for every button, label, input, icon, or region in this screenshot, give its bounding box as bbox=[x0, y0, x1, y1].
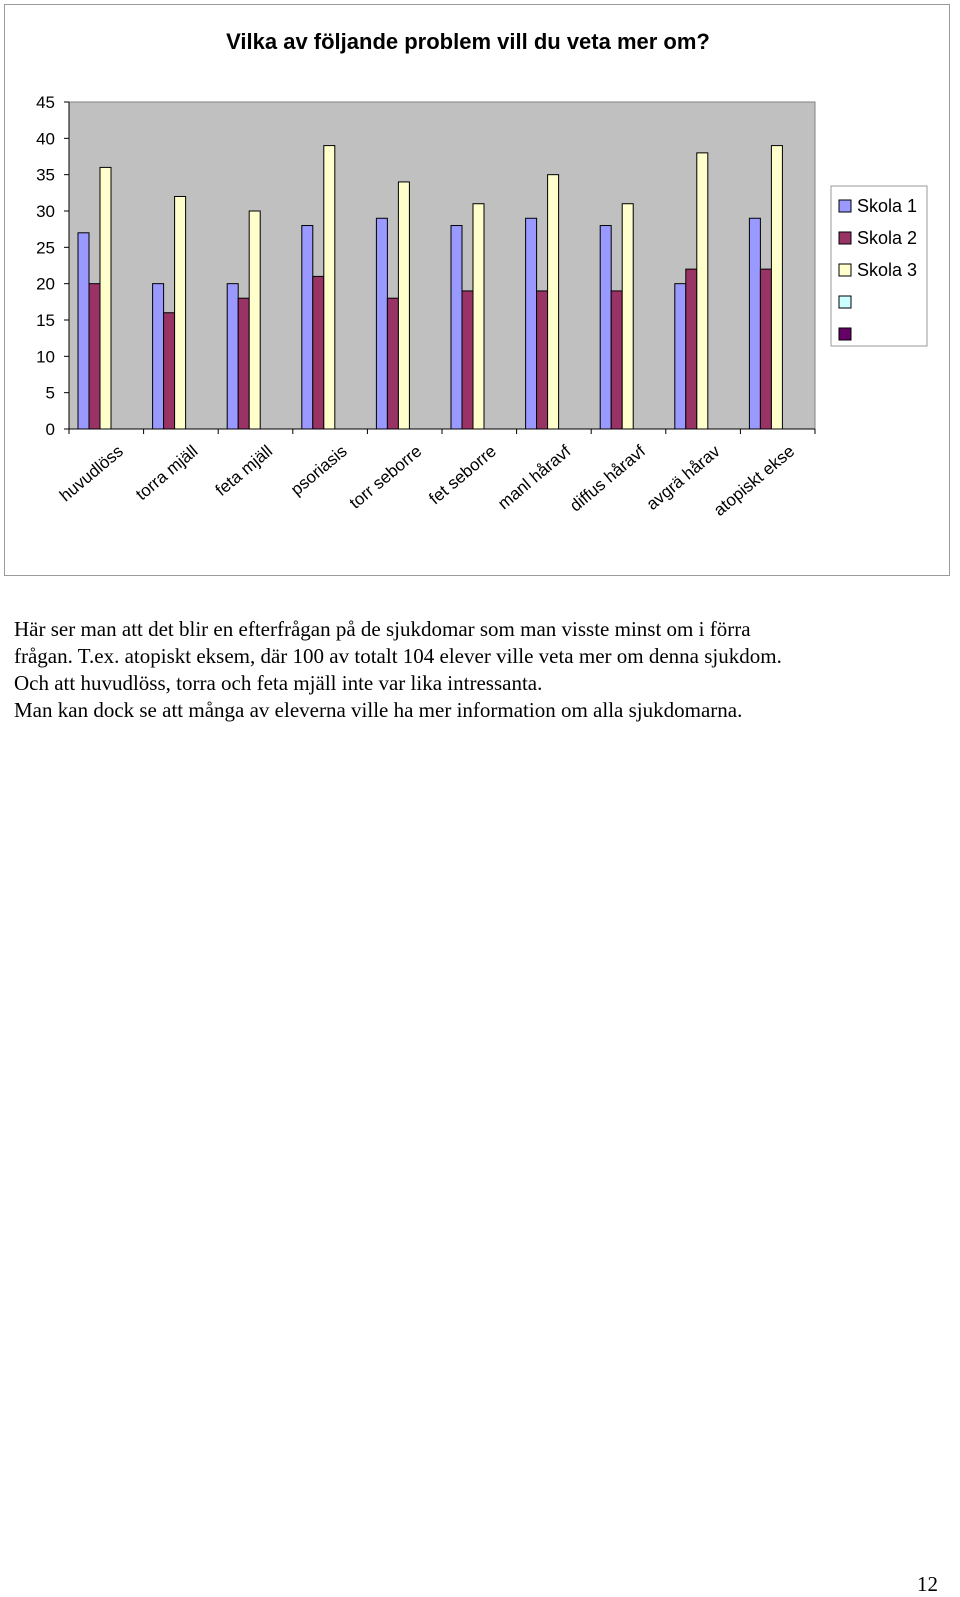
bar-skola-2 bbox=[237, 297, 250, 430]
category-label: atopiskt ekse bbox=[710, 442, 798, 520]
y-tick-label: 45 bbox=[36, 93, 55, 112]
bar-skola-1 bbox=[301, 225, 314, 430]
category-label: psoriasis bbox=[287, 442, 351, 500]
chart-frame: Vilka av följande problem vill du veta m… bbox=[4, 4, 950, 576]
bar-skola-2 bbox=[163, 312, 176, 430]
category-label: fet seborre bbox=[425, 442, 499, 509]
body-line: Här ser man att det blir en efterfrågan … bbox=[14, 617, 751, 641]
category-label: manl håravf bbox=[494, 441, 574, 513]
bar-skola-3 bbox=[770, 145, 783, 430]
body-line: Och att huvudlöss, torra och feta mjäll … bbox=[14, 671, 543, 695]
bar-skola-3 bbox=[323, 145, 336, 430]
y-tick-label: 35 bbox=[36, 166, 55, 185]
bar-skola-3 bbox=[99, 166, 112, 430]
category-label: huvudlöss bbox=[56, 442, 127, 506]
body-line: frågan. T.ex. atopiskt eksem, där 100 av… bbox=[14, 644, 782, 668]
y-tick-label: 30 bbox=[36, 202, 55, 221]
bar-skola-2 bbox=[759, 268, 772, 430]
y-tick-label: 25 bbox=[36, 238, 55, 257]
bar-skola-1 bbox=[152, 283, 165, 430]
page-number: 12 bbox=[917, 1572, 938, 1596]
category-label: diffus håravf bbox=[566, 441, 649, 515]
bar-skola-1 bbox=[599, 225, 612, 430]
bar-skola-3 bbox=[174, 195, 187, 430]
bar-skola-2 bbox=[461, 290, 474, 430]
y-tick-label: 5 bbox=[46, 384, 55, 403]
bar-skola-2 bbox=[312, 275, 325, 430]
y-tick-label: 40 bbox=[36, 129, 55, 148]
body-line: Man kan dock se att många av eleverna vi… bbox=[14, 698, 743, 722]
bar-skola-3 bbox=[397, 181, 410, 430]
bar-skola-1 bbox=[525, 217, 538, 430]
bar-skola-3 bbox=[547, 174, 560, 430]
legend-swatch bbox=[838, 199, 852, 213]
bar-skola-1 bbox=[226, 283, 239, 430]
bar-skola-1 bbox=[375, 217, 388, 430]
legend-swatch bbox=[838, 231, 852, 245]
category-label: torr seborre bbox=[346, 442, 426, 513]
category-label: torra mjäll bbox=[132, 442, 201, 505]
bar-skola-1 bbox=[674, 283, 687, 430]
legend-swatch bbox=[838, 263, 852, 277]
bar-skola-3 bbox=[248, 210, 261, 430]
legend: Skola 1 Skola 2 Skola 3 bbox=[830, 185, 928, 347]
body-text: Här ser man att det blir en efterfrågan … bbox=[14, 616, 944, 724]
bar-skola-2 bbox=[88, 283, 101, 430]
bar-chart: Vilka av följande problem vill du veta m… bbox=[36, 29, 928, 520]
bar-skola-3 bbox=[621, 203, 634, 430]
bar-skola-2 bbox=[536, 290, 549, 430]
y-tick-label: 20 bbox=[36, 275, 55, 294]
bar-skola-2 bbox=[685, 268, 698, 430]
bar-skola-2 bbox=[386, 297, 399, 430]
legend-label: Skola 2 bbox=[857, 228, 917, 248]
legend-label: Skola 3 bbox=[857, 260, 917, 280]
bar-skola-1 bbox=[450, 225, 463, 430]
y-tick-label: 10 bbox=[36, 347, 55, 366]
bar-skola-1 bbox=[748, 217, 761, 430]
legend-swatch bbox=[838, 295, 852, 309]
legend-label: Skola 1 bbox=[857, 196, 917, 216]
y-tick-label: 0 bbox=[46, 420, 55, 439]
bar-skola-3 bbox=[472, 203, 485, 430]
y-tick-label: 15 bbox=[36, 311, 55, 330]
legend-swatch bbox=[838, 327, 852, 341]
chart-title: Vilka av följande problem vill du veta m… bbox=[226, 29, 710, 54]
bar-skola-2 bbox=[610, 290, 623, 430]
bar-skola-1 bbox=[77, 232, 90, 430]
bar-skola-3 bbox=[696, 152, 709, 430]
category-label: feta mjäll bbox=[212, 442, 276, 500]
